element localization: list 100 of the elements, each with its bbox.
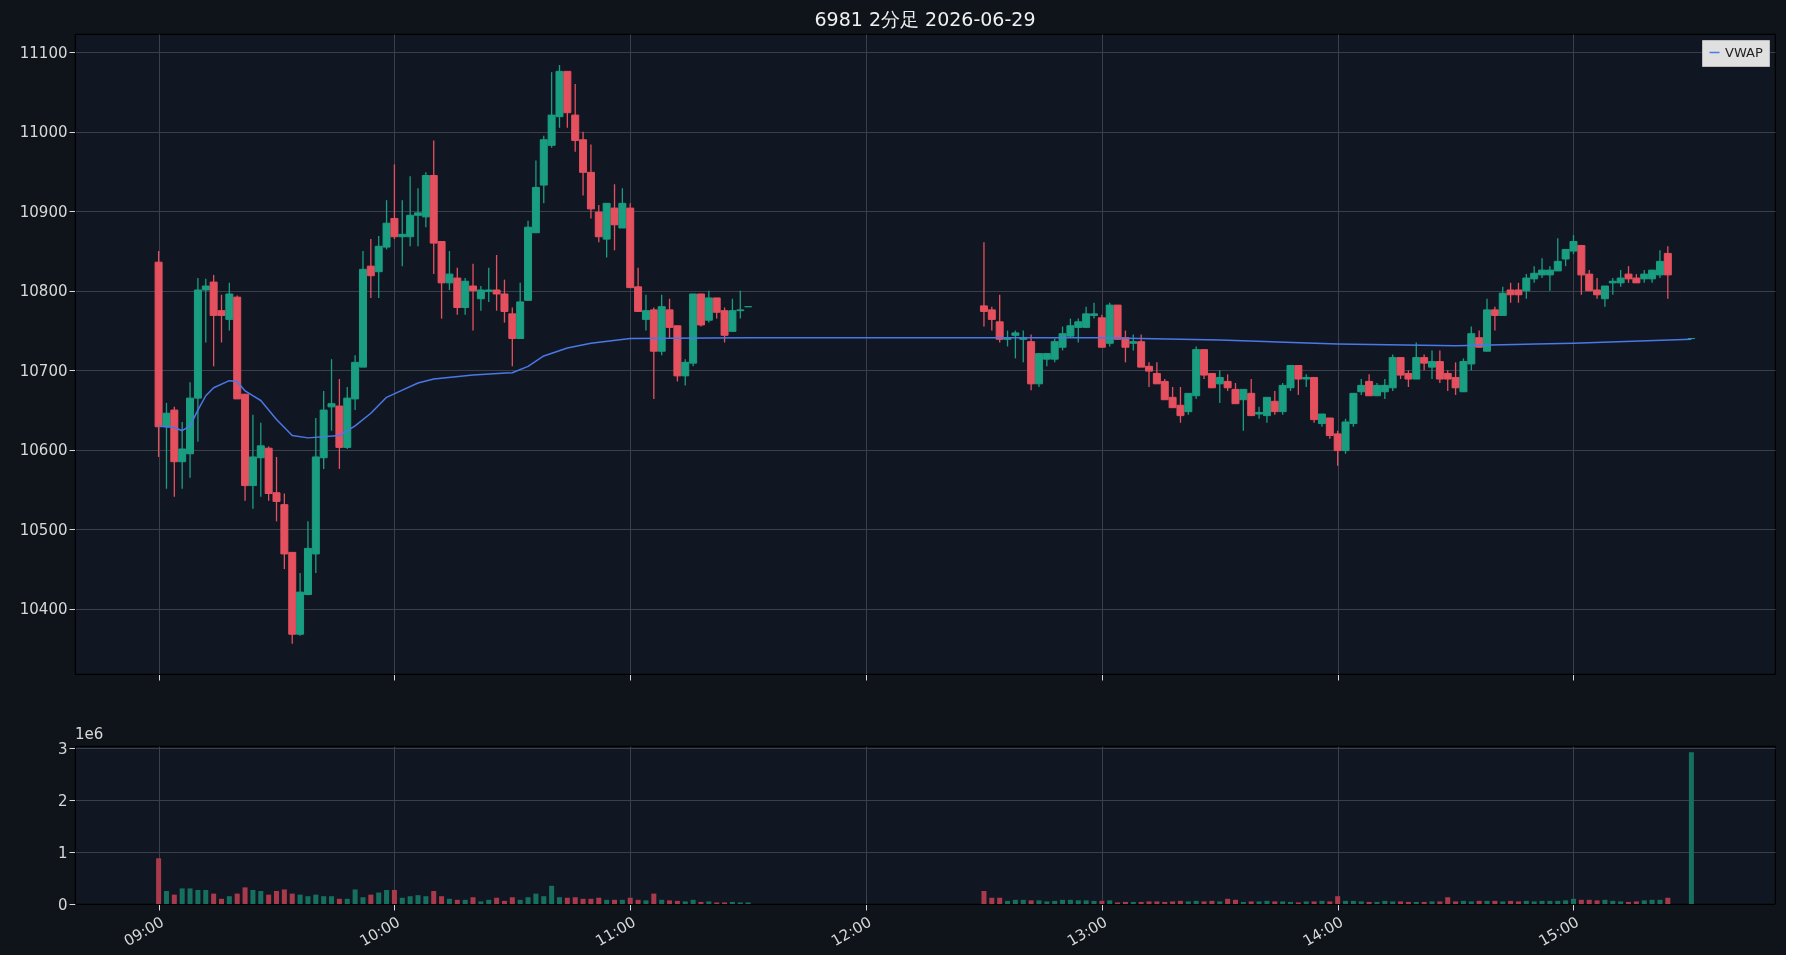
bar <box>1138 901 1144 904</box>
bar <box>1445 897 1451 904</box>
y-tick-label: 10500 <box>19 520 68 539</box>
bar <box>1398 901 1404 904</box>
candlestick <box>1294 364 1303 396</box>
bar <box>1641 900 1647 904</box>
bar <box>1130 901 1136 904</box>
candlestick <box>1215 369 1224 404</box>
bar <box>1350 900 1356 904</box>
bar <box>1500 901 1506 904</box>
bar <box>1240 901 1246 904</box>
bar <box>321 896 327 904</box>
bar <box>289 893 295 904</box>
bar <box>1437 901 1443 904</box>
bar <box>399 897 405 904</box>
candlestick <box>704 290 713 324</box>
bar <box>1508 900 1514 904</box>
bar <box>1248 901 1254 904</box>
bar <box>478 901 484 904</box>
bar <box>195 889 201 904</box>
bar <box>1012 899 1018 904</box>
bar <box>305 896 311 904</box>
bar <box>242 887 248 904</box>
bar <box>549 885 555 904</box>
candlestick <box>1365 373 1374 397</box>
bar <box>1217 901 1223 904</box>
y-tick-label: 1 <box>57 843 68 862</box>
bar <box>313 894 319 904</box>
bar <box>1453 901 1459 904</box>
candlestick <box>1011 329 1020 360</box>
y-tick-label: 10600 <box>19 441 68 460</box>
bar <box>1343 900 1349 904</box>
bar <box>1610 900 1616 904</box>
candlestick <box>610 183 619 251</box>
bar <box>989 897 995 904</box>
candlestick <box>1428 349 1436 380</box>
bar <box>1366 901 1372 904</box>
bar <box>368 894 374 904</box>
bar <box>1413 901 1419 904</box>
bar <box>651 893 657 904</box>
bar <box>203 889 209 904</box>
candlestick <box>995 294 1004 344</box>
bar <box>674 900 680 904</box>
candlestick <box>641 294 650 332</box>
bar <box>1107 900 1113 904</box>
bar <box>423 896 429 904</box>
bar <box>266 894 272 904</box>
bar <box>360 897 366 904</box>
bar <box>1209 900 1215 904</box>
bar <box>446 898 452 904</box>
y-tick-label: 10800 <box>19 282 68 301</box>
bar <box>454 899 460 904</box>
bar <box>1539 900 1545 904</box>
bar <box>580 898 586 904</box>
bar <box>226 896 232 904</box>
bar <box>1626 901 1632 904</box>
bar <box>1335 896 1341 904</box>
bar <box>1515 901 1521 904</box>
bar <box>1429 901 1435 904</box>
bar <box>729 901 735 904</box>
bar <box>179 888 185 904</box>
bar <box>1091 900 1097 904</box>
bar <box>1421 901 1427 904</box>
bar <box>1531 901 1537 904</box>
bar <box>1618 901 1624 904</box>
chart-title: 6981 2分足 2026-06-29 <box>814 8 1036 30</box>
bar <box>1280 901 1286 904</box>
bar <box>533 893 539 904</box>
bar <box>1185 901 1191 904</box>
bar <box>596 897 602 904</box>
candlestick <box>1498 286 1507 317</box>
bar <box>415 895 421 904</box>
bar <box>1358 901 1364 904</box>
bar <box>1083 900 1089 904</box>
bar <box>171 894 177 904</box>
bar <box>1256 901 1262 904</box>
candlestick <box>1247 378 1256 417</box>
bar <box>1570 898 1576 904</box>
bar <box>1075 900 1081 904</box>
candlestick <box>1663 245 1672 300</box>
bar <box>462 899 468 904</box>
bar <box>1225 898 1231 904</box>
bar <box>187 888 193 904</box>
y-tick-label: 10400 <box>19 600 68 619</box>
bar <box>1688 752 1694 904</box>
bar <box>619 899 625 904</box>
bar <box>501 900 507 904</box>
bar <box>1020 899 1026 904</box>
candlestick <box>1239 388 1248 432</box>
bar <box>1602 899 1608 904</box>
bar <box>1232 899 1238 904</box>
bar <box>234 893 240 904</box>
bar <box>612 899 618 904</box>
bar <box>336 898 342 904</box>
bar <box>690 899 696 904</box>
legend-label: VWAP <box>1725 44 1763 60</box>
bar <box>1099 900 1105 904</box>
bar <box>163 891 169 904</box>
bar <box>1264 900 1270 904</box>
bar <box>1288 901 1294 904</box>
